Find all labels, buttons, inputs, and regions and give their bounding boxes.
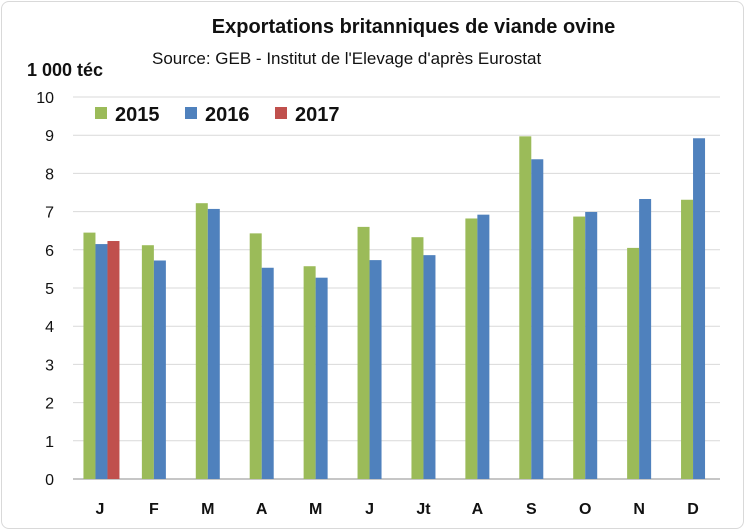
x-category-label: N <box>633 501 645 518</box>
bar-2016-O <box>585 211 598 479</box>
y-tick-label: 3 <box>45 357 54 374</box>
bar-2015-N <box>627 247 640 479</box>
legend-label: 2017 <box>295 104 340 126</box>
bar-2015-D <box>681 199 694 479</box>
y-tick-label: 6 <box>45 243 54 260</box>
bar-2015-M <box>195 203 208 480</box>
bar-2015-A <box>249 233 262 479</box>
bar-2016-A <box>261 267 274 479</box>
bar-2015-O <box>573 216 586 480</box>
bar-2016-Jt <box>423 255 436 479</box>
x-category-label: A <box>256 501 268 518</box>
bar-2016-D <box>693 138 706 480</box>
y-tick-label: 8 <box>45 166 54 183</box>
bar-2016-J <box>95 244 108 479</box>
bar-2015-J <box>357 226 370 479</box>
legend-label: 2015 <box>115 104 160 126</box>
bar-2016-F <box>153 260 166 479</box>
y-axis-unit-label: 1 000 téc <box>27 60 104 80</box>
bar-2015-Jt <box>411 237 424 479</box>
x-axis-categories: J F M A M J Jt A S O N D <box>96 501 699 518</box>
legend-label: 2016 <box>205 104 250 126</box>
x-category-label: J <box>365 501 374 518</box>
x-category-label: A <box>472 501 484 518</box>
y-tick-label: 7 <box>45 205 54 222</box>
legend-swatch <box>185 107 197 119</box>
bar-2015-S <box>519 136 532 479</box>
x-category-label: J <box>96 501 105 518</box>
gridlines <box>73 96 720 480</box>
bars <box>83 136 706 480</box>
bar-2015-J <box>83 232 96 479</box>
bar-2016-J <box>369 260 382 479</box>
bar-2017-J <box>107 241 120 479</box>
x-category-label: Jt <box>416 501 431 518</box>
y-axis-ticks: 0 1 2 3 4 5 6 7 8 9 10 <box>36 90 54 489</box>
bar-2016-M <box>207 208 220 479</box>
chart-title: Exportations britanniques de viande ovin… <box>211 16 616 38</box>
bar-2015-M <box>303 266 316 479</box>
bar-2016-N <box>639 198 652 479</box>
x-category-label: M <box>309 501 322 518</box>
x-category-label: S <box>526 501 537 518</box>
chart-subtitle: Source: GEB - Institut de l'Elevage d'ap… <box>152 49 542 68</box>
legend-swatch <box>275 107 287 119</box>
y-tick-label: 9 <box>45 128 54 145</box>
y-tick-label: 0 <box>45 472 54 489</box>
y-tick-label: 5 <box>45 281 54 298</box>
y-tick-label: 1 <box>45 434 54 451</box>
bar-2016-S <box>531 159 544 480</box>
bar-2015-F <box>141 245 154 479</box>
y-tick-label: 10 <box>36 90 54 107</box>
y-tick-label: 4 <box>45 319 54 336</box>
x-category-label: M <box>201 501 214 518</box>
x-category-label: D <box>687 501 699 518</box>
bar-2016-A <box>477 214 490 479</box>
x-category-label: O <box>579 501 591 518</box>
bar-2016-M <box>315 277 328 479</box>
y-tick-label: 2 <box>45 396 54 413</box>
legend-swatch <box>95 107 107 119</box>
bar-2015-A <box>465 218 478 479</box>
x-category-label: F <box>149 501 159 518</box>
legend: 2015 2016 2017 <box>95 104 340 126</box>
